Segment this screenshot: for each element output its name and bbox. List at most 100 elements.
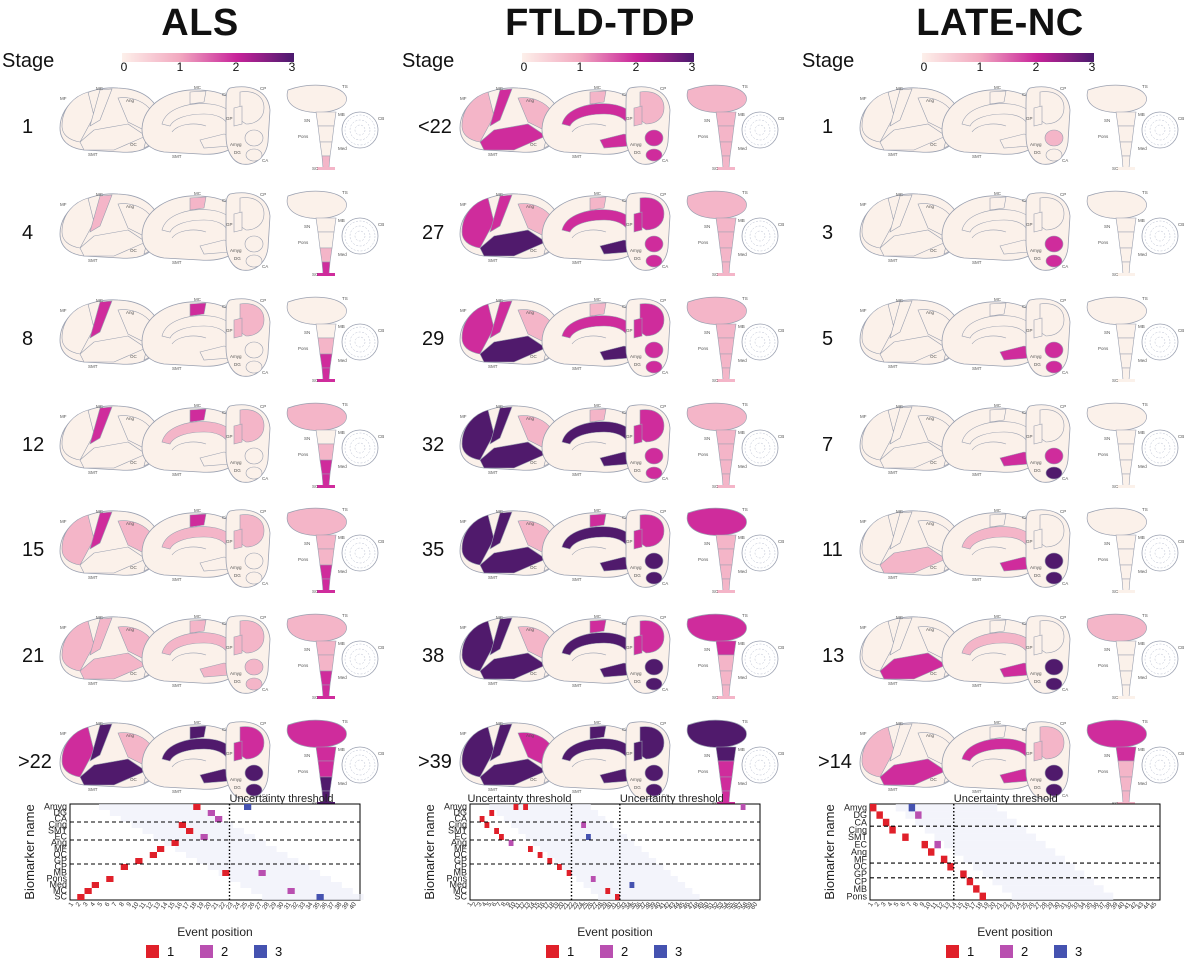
region-motor-cortex <box>489 511 513 550</box>
spinal-cord-base <box>717 485 735 488</box>
region-caudate-putamen <box>1039 303 1065 337</box>
stage-label: 1 <box>822 116 834 138</box>
label-ca: CA <box>1062 581 1068 586</box>
heatmap-cell <box>215 816 223 822</box>
coronal-view: CP GP Amyg DG CA <box>1025 721 1071 800</box>
cerebellum-folia <box>1154 547 1166 559</box>
heatmap-cell <box>889 826 896 834</box>
panel-late-nc: LATE-NCStage01231MFMCAngSMTOCMCCingOFCSM… <box>800 0 1200 962</box>
region-paracentral <box>189 196 207 211</box>
heatmap-wash <box>547 852 649 858</box>
label-smt: SMT <box>488 787 498 792</box>
region-amygdala <box>644 658 664 676</box>
coronal-view: CP GP Amyg DG CA <box>225 721 271 800</box>
label-mf: MF <box>60 731 67 736</box>
label-dg: DG <box>234 256 241 261</box>
event-tick: 24 <box>575 901 585 911</box>
label-med: Med <box>738 781 747 786</box>
region-globus-pallidus <box>1033 211 1043 233</box>
label-cp: CP <box>660 721 666 726</box>
callosum-outline <box>971 441 1007 451</box>
label-gp: GP <box>626 116 633 121</box>
region-paracentral <box>589 302 607 317</box>
region-caudate-putamen <box>1039 514 1065 548</box>
cerebellum-folia <box>349 225 371 247</box>
label-smt: SMT <box>488 258 498 263</box>
label-oc: OC <box>530 671 538 676</box>
label-mb: MB <box>1138 747 1145 752</box>
cerebellum-folia <box>1144 643 1176 675</box>
label-mc: MC <box>896 404 904 409</box>
label-med: Med <box>738 146 747 151</box>
event-tick: 49 <box>696 901 706 911</box>
label-mb: MB <box>338 535 345 540</box>
heatmap-cell <box>106 876 114 882</box>
region-motor-cortex <box>489 194 513 233</box>
stage-label: 13 <box>822 645 845 667</box>
label-smt: SMT <box>972 154 982 159</box>
panel-ftld-tdp: FTLD-TDPStage0123<22MFMCAngSMTOCMCCingOF… <box>400 0 800 962</box>
x-axis-title: Event position <box>577 925 652 939</box>
event-tick: 14 <box>949 901 959 911</box>
lateral-view: MF MC Ang SMT OC <box>59 615 161 686</box>
region-paracentral <box>989 725 1007 740</box>
region-pons <box>1117 760 1135 778</box>
cerebellum-folia <box>1149 754 1171 776</box>
biomarker-tick: Ang <box>51 837 67 847</box>
label-mc: MC <box>496 615 504 620</box>
region-amygdala <box>644 129 664 147</box>
uncertainty-threshold-label: Uncertainty threshold <box>954 793 1058 805</box>
label-mf: MF <box>460 96 467 101</box>
event-tick: 27 <box>590 901 600 911</box>
label-cp: CP <box>260 298 266 303</box>
legend-swatch <box>1054 945 1067 958</box>
label-smt: SMT <box>972 789 982 794</box>
event-tick: 19 <box>551 901 561 911</box>
heatmap-wash <box>240 882 342 888</box>
biomarker-tick: CP <box>454 861 467 871</box>
region-thalamus <box>1086 84 1147 113</box>
label-cp: CP <box>1060 86 1066 91</box>
region-globus-pallidus <box>233 634 243 656</box>
cerebellum <box>741 217 779 255</box>
legend-label: 1 <box>167 944 175 959</box>
label-smt: SMT <box>88 364 98 369</box>
event-tick: 9 <box>505 901 513 908</box>
lateral-view: MF MC Ang SMT OC <box>859 86 961 157</box>
region-pons <box>717 125 735 143</box>
event-tick: 29 <box>268 901 278 911</box>
label-smt: SMT <box>972 366 982 371</box>
region-pons <box>717 443 735 461</box>
label-mc: MC <box>496 721 504 726</box>
region-pons <box>1117 337 1135 355</box>
spinal-cord-base <box>1117 485 1135 488</box>
biomarker-tick: Cing <box>848 825 867 835</box>
label-ts: TS <box>342 296 348 301</box>
cerebellum-folia <box>744 643 776 675</box>
region-midbrain <box>1115 746 1137 762</box>
region-caudate-putamen <box>639 91 665 125</box>
cerebellum-folia <box>354 230 366 242</box>
region-thalamus <box>686 507 747 536</box>
region-spinal-cord <box>721 155 731 169</box>
cerebellum-folia <box>744 432 776 464</box>
label-mf: MF <box>860 519 867 524</box>
heatmap-cell <box>494 828 499 834</box>
event-tick: 36 <box>1091 901 1101 911</box>
event-tick: 36 <box>319 901 329 911</box>
event-tick: 22 <box>1000 901 1010 911</box>
region-caudate-putamen <box>239 303 265 337</box>
event-tick: 32 <box>290 901 300 911</box>
event-tick: 40 <box>653 901 663 911</box>
cerebellum-folia <box>754 547 766 559</box>
region-thalamus <box>686 84 747 113</box>
label-mc: MC <box>194 85 202 90</box>
region-paracentral <box>189 619 207 634</box>
label-mf: MF <box>860 96 867 101</box>
label-ca: CA <box>662 158 668 163</box>
cerebellum-folia <box>754 336 766 348</box>
cerebellum-folia <box>344 432 376 464</box>
region-medulla <box>319 459 333 475</box>
label-smt: SMT <box>172 472 182 477</box>
cerebellum-folia <box>354 759 366 771</box>
